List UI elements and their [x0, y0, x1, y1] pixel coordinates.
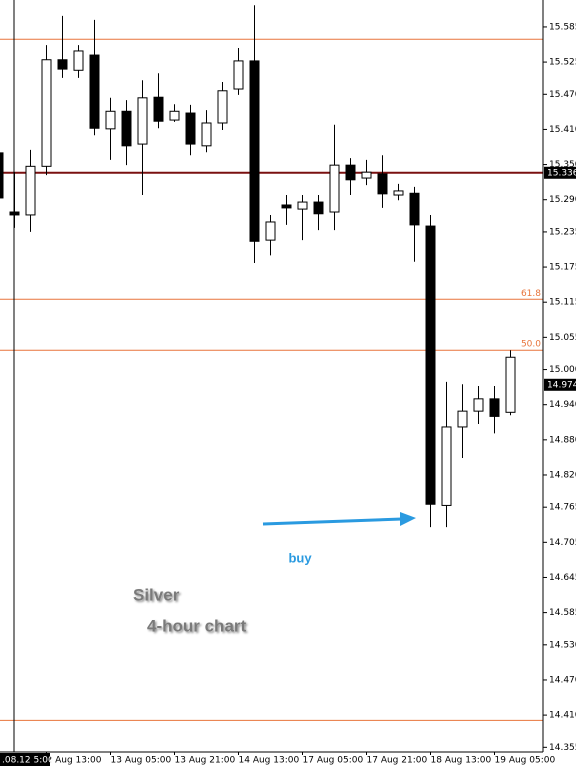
chart-title: Silver [133, 585, 180, 604]
candle-body [345, 164, 356, 181]
y-tick-label: 14.765 [549, 503, 576, 513]
candle-body [361, 171, 372, 179]
price-marker-label: 14.974 [547, 380, 576, 390]
x-tick-label: 13 Aug 05:00 [111, 756, 172, 766]
candle-body [457, 410, 468, 428]
price-marker-label: 15.336 [547, 168, 576, 178]
candle-body [153, 96, 164, 122]
candle-body [89, 54, 100, 129]
candle-body [281, 204, 292, 209]
y-tick-label: 15.235 [549, 227, 576, 237]
crosshair-box [0, 753, 50, 766]
candle-body [201, 122, 212, 147]
annotation: buy [288, 550, 312, 565]
candle-body [505, 356, 516, 413]
candle-body [393, 190, 404, 196]
arrow-head [400, 512, 416, 526]
y-tick-label: 14.940 [549, 400, 576, 410]
time-axis [0, 752, 576, 766]
y-tick-label: 15.410 [549, 125, 576, 135]
candle-body [473, 398, 484, 412]
y-tick-label: 14.705 [549, 538, 576, 548]
candle-body [105, 110, 116, 130]
candle-body [233, 60, 244, 90]
arrow-shaft [262, 517, 403, 526]
y-tick-label: 14.820 [549, 470, 576, 480]
candle-body [121, 110, 132, 147]
candle-body [25, 165, 36, 216]
candle-body [73, 50, 84, 71]
x-tick-label: 14 Aug 13:00 [239, 756, 300, 766]
y-tick-label: 15.290 [549, 195, 576, 205]
y-tick-label: 14.470 [549, 675, 576, 685]
y-tick-label: 14.585 [549, 608, 576, 618]
y-tick-label: 15.585 [549, 22, 576, 32]
y-tick-label: 15.350 [549, 160, 576, 170]
x-tick-label: 13 Aug 21:00 [175, 756, 236, 766]
y-tick-label: 14.355 [549, 743, 576, 753]
x-tick-label: 17 Aug 05:00 [303, 756, 364, 766]
candle-body [377, 173, 388, 195]
candle-body [425, 225, 436, 505]
x-tick-label: 2 Aug 13:00 [47, 756, 102, 766]
candle-body [409, 192, 420, 226]
candle-body [329, 164, 340, 213]
candle-body [169, 110, 180, 121]
candle-body [185, 112, 196, 145]
candle-body [441, 426, 452, 506]
candle-body [249, 60, 260, 242]
candle-body [137, 97, 148, 145]
crosshair-label: .08.12 5:00 [2, 756, 54, 766]
x-tick-label: 17 Aug 21:00 [367, 756, 428, 766]
candle-body [265, 221, 276, 241]
y-tick-label: 15.525 [549, 58, 576, 68]
price-marker [544, 166, 576, 179]
y-tick-label: 14.645 [549, 573, 576, 583]
candle-body [217, 90, 228, 124]
chart-subtitle: 4-hour chart [147, 616, 247, 635]
level-label: 61.8 [521, 289, 541, 299]
candle-body [0, 152, 4, 199]
y-tick-label: 15.470 [549, 90, 576, 100]
y-tick-label: 15.055 [549, 333, 576, 343]
y-tick-label: 15.175 [549, 263, 576, 273]
candle-body [57, 59, 68, 70]
y-tick-label: 14.530 [549, 640, 576, 650]
y-tick-label: 14.880 [549, 435, 576, 445]
candle-body [489, 398, 500, 417]
price-marker [544, 378, 576, 391]
level-label: 50.0 [521, 340, 541, 350]
candle-body [297, 201, 308, 210]
y-tick-label: 15.115 [549, 298, 576, 308]
x-tick-label: 19 Aug 05:00 [495, 756, 556, 766]
y-tick-label: 15.000 [549, 365, 576, 375]
candle-body [313, 201, 324, 215]
candle-body [41, 59, 52, 167]
x-tick-label: 18 Aug 13:00 [431, 756, 492, 766]
y-tick-label: 14.410 [549, 711, 576, 721]
